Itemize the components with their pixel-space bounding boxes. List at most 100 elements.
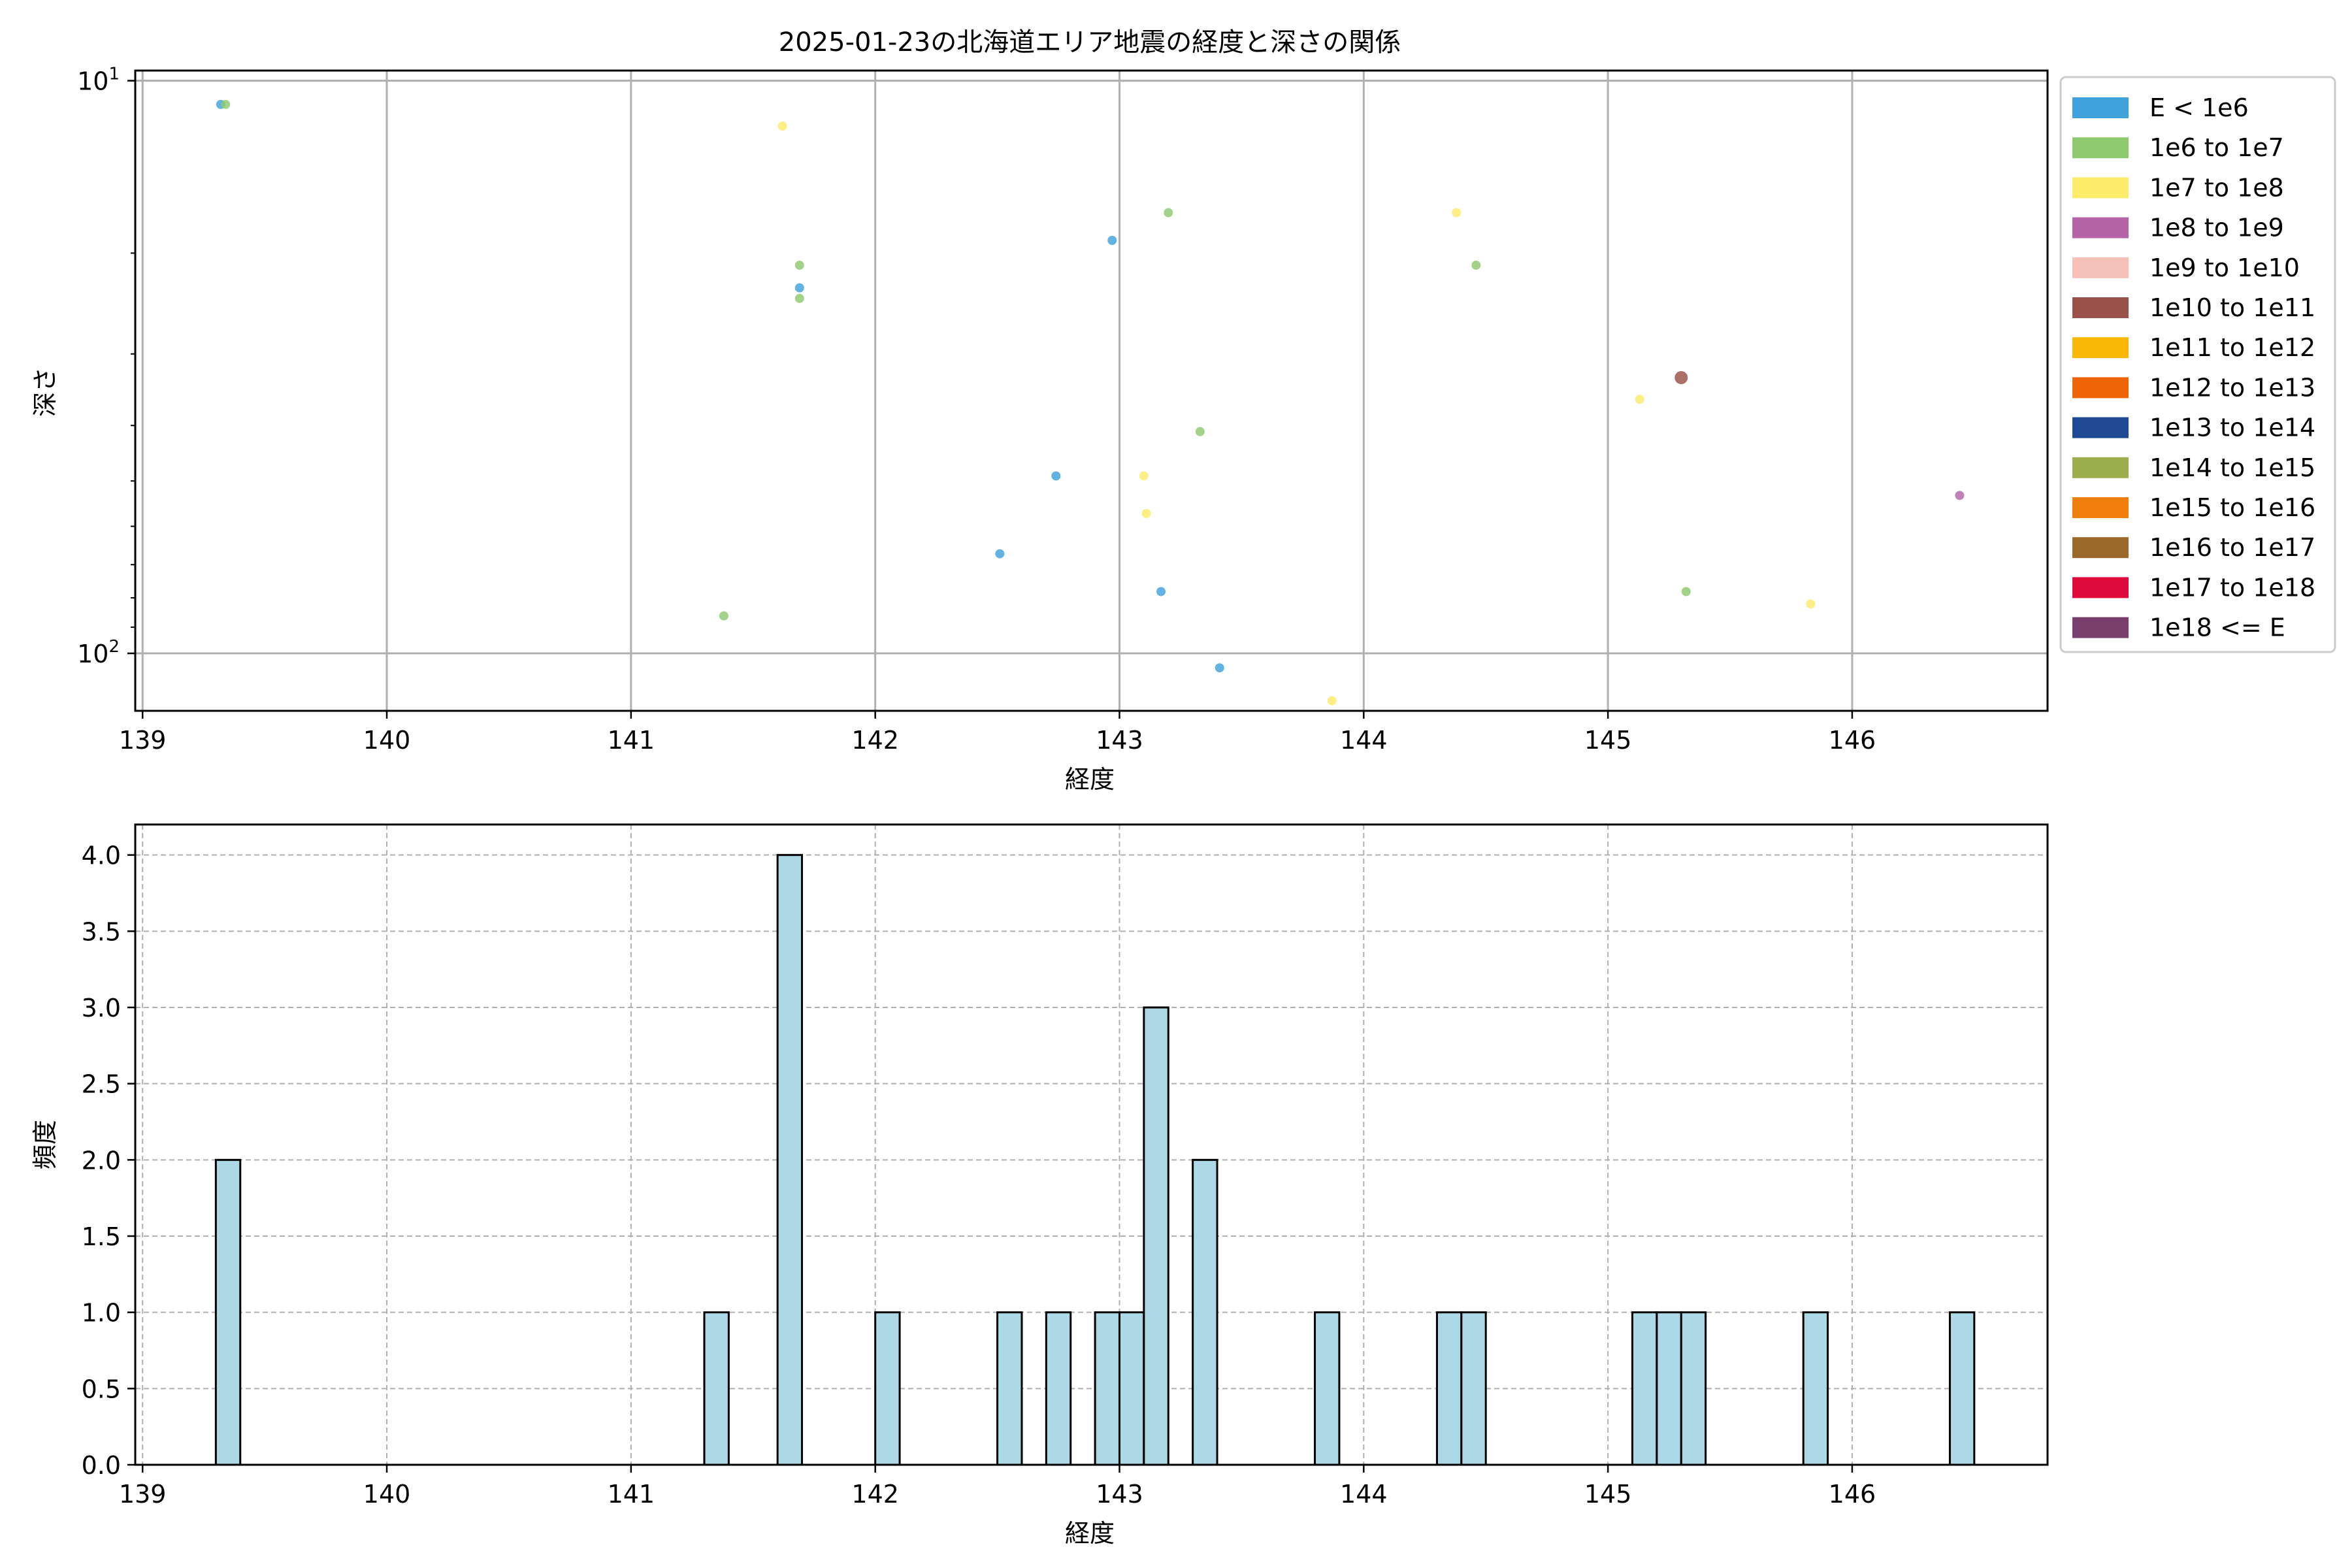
x-axis-ticks: 139 140 141 142 143 144 145 146 bbox=[119, 711, 1876, 755]
x-tick-label: 142 bbox=[851, 1480, 899, 1509]
legend-swatch bbox=[2072, 577, 2129, 598]
data-point bbox=[221, 99, 231, 109]
chart-title: 2025-01-23の北海道エリア地震の経度と深さの関係 bbox=[779, 27, 1401, 57]
histogram-bars bbox=[214, 854, 1976, 1466]
legend-swatch bbox=[2072, 217, 2129, 238]
legend-swatch bbox=[2072, 137, 2129, 159]
data-point bbox=[1452, 208, 1462, 218]
histogram-bar bbox=[1192, 1158, 1218, 1466]
x-tick-label: 143 bbox=[1096, 726, 1143, 755]
y-tick-label: 102 bbox=[77, 637, 120, 668]
histogram-bar bbox=[1460, 1311, 1487, 1466]
x-tick-label: 140 bbox=[363, 1480, 411, 1509]
histogram-bar bbox=[996, 1311, 1023, 1466]
x-tick-label: 144 bbox=[1340, 726, 1388, 755]
legend-label: E < 1e6 bbox=[2149, 93, 2249, 122]
histogram-bar bbox=[1314, 1311, 1341, 1466]
legend-swatch bbox=[2072, 257, 2129, 278]
histogram-bar bbox=[1656, 1311, 1682, 1466]
data-point bbox=[1107, 235, 1117, 245]
histogram-bar bbox=[1948, 1311, 1976, 1466]
legend-swatch bbox=[2072, 177, 2129, 199]
legend-swatch bbox=[2072, 297, 2129, 318]
data-point bbox=[1141, 509, 1151, 519]
plot-frame bbox=[134, 69, 2049, 712]
data-point bbox=[794, 293, 804, 303]
grid bbox=[135, 825, 2048, 1465]
y-axis-label: 深さ bbox=[31, 367, 59, 417]
legend-swatch bbox=[2072, 537, 2129, 559]
x-tick-label: 144 bbox=[1340, 1480, 1388, 1509]
data-point bbox=[1327, 696, 1337, 706]
histogram-bar bbox=[703, 1311, 730, 1466]
legend-swatch bbox=[2072, 617, 2129, 638]
data-point bbox=[794, 283, 804, 293]
legend-frame bbox=[2059, 76, 2336, 653]
data-point bbox=[1471, 260, 1481, 270]
legend-swatch bbox=[2072, 97, 2129, 118]
data-point bbox=[1674, 371, 1688, 385]
grid bbox=[135, 71, 2048, 711]
x-tick-label: 145 bbox=[1584, 1480, 1632, 1509]
histogram-bar bbox=[1118, 1311, 1145, 1466]
y-tick-label: 1.5 bbox=[82, 1222, 121, 1251]
histogram-bar bbox=[776, 854, 804, 1466]
y-tick-label: 2.5 bbox=[82, 1070, 121, 1099]
histogram-bar bbox=[1435, 1311, 1463, 1466]
y-tick-label: 2.0 bbox=[82, 1146, 121, 1175]
y-axis-ticks: 0.0 0.5 1.0 1.5 2.0 2.5 3.0 3.5 4.0 bbox=[82, 841, 135, 1480]
x-axis-label: 経度 bbox=[1065, 765, 1115, 794]
histogram-bar bbox=[1094, 1311, 1120, 1466]
legend-label: 1e11 to 1e12 bbox=[2149, 333, 2315, 362]
legend-label: 1e13 to 1e14 bbox=[2149, 414, 2315, 442]
legend-swatch bbox=[2072, 377, 2129, 399]
y-tick-label: 4.0 bbox=[82, 841, 121, 870]
histogram-bar bbox=[874, 1311, 901, 1466]
data-point bbox=[1164, 208, 1173, 218]
y-axis-label: 頻度 bbox=[31, 1120, 59, 1169]
legend-label: 1e18 <= E bbox=[2149, 613, 2285, 642]
legend-swatch bbox=[2072, 337, 2129, 359]
histogram-bar bbox=[1802, 1311, 1829, 1466]
legend-label: 1e6 to 1e7 bbox=[2149, 133, 2284, 162]
x-tick-label: 146 bbox=[1829, 726, 1876, 755]
x-tick-label: 139 bbox=[119, 1480, 167, 1509]
legend-label: 1e17 to 1e18 bbox=[2149, 573, 2315, 602]
y-axis-ticks: 101 102 bbox=[77, 65, 135, 668]
data-points bbox=[216, 99, 1965, 706]
legend-label: 1e9 to 1e10 bbox=[2149, 253, 2300, 282]
x-tick-label: 140 bbox=[363, 726, 411, 755]
data-point bbox=[1955, 491, 1965, 500]
legend-label: 1e12 to 1e13 bbox=[2149, 373, 2315, 402]
histogram-bar bbox=[1680, 1311, 1707, 1466]
legend-swatch bbox=[2072, 457, 2129, 478]
histogram-bar bbox=[1631, 1311, 1658, 1466]
data-point bbox=[995, 549, 1005, 559]
y-tick-label: 3.5 bbox=[82, 917, 121, 946]
data-point bbox=[1635, 395, 1644, 404]
data-point bbox=[1681, 587, 1691, 596]
x-tick-label: 141 bbox=[608, 726, 655, 755]
histogram-bar bbox=[1045, 1311, 1072, 1466]
y-tick-label: 1.0 bbox=[82, 1299, 121, 1328]
histogram-bar bbox=[214, 1158, 242, 1466]
legend-label: 1e15 to 1e16 bbox=[2149, 493, 2315, 522]
scatter-chart: 2025-01-23の北海道エリア地震の経度と深さの関係 139 140 141 14… bbox=[31, 27, 2336, 794]
x-axis-ticks: 139 140 141 142 143 144 145 146 bbox=[119, 1465, 1876, 1509]
x-tick-label: 139 bbox=[119, 726, 167, 755]
x-axis-label: 経度 bbox=[1065, 1519, 1115, 1548]
x-tick-label: 145 bbox=[1584, 726, 1632, 755]
y-tick-label: 101 bbox=[77, 65, 120, 96]
x-tick-label: 141 bbox=[608, 1480, 655, 1509]
data-point bbox=[794, 260, 804, 270]
legend-label: 1e14 to 1e15 bbox=[2149, 453, 2315, 482]
x-tick-label: 146 bbox=[1829, 1480, 1876, 1509]
histogram-bar bbox=[1143, 1006, 1169, 1466]
data-point bbox=[1806, 599, 1816, 609]
x-tick-label: 142 bbox=[851, 726, 899, 755]
y-tick-label: 0.5 bbox=[82, 1375, 121, 1403]
y-tick-label: 3.0 bbox=[82, 994, 121, 1022]
data-point bbox=[1139, 471, 1149, 481]
legend-label: 1e8 to 1e9 bbox=[2149, 214, 2284, 242]
